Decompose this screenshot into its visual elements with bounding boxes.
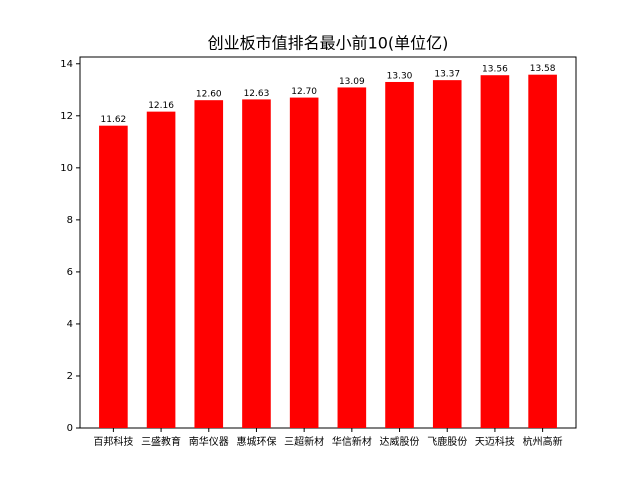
value-label: 13.30 [387,71,413,81]
bar [528,74,557,429]
y-tick-label: 14 [60,59,73,70]
bar [242,99,271,428]
bar [480,75,510,428]
x-tick-label: 三盛教育 [141,435,181,448]
y-tick-label: 2 [67,371,73,382]
y-tick-label: 12 [60,111,73,122]
y-tick-label: 0 [67,423,73,434]
x-tick-label: 天迈科技 [475,435,515,448]
bar [146,111,176,428]
x-tick-label: 南华仪器 [189,435,229,448]
value-label: 11.62 [101,115,127,125]
x-tick-label: 达威股份 [380,435,420,448]
x-tick-label: 百邦科技 [93,435,133,448]
bar [99,125,128,428]
y-tick-label: 8 [67,215,73,226]
y-tick-label: 4 [67,319,73,330]
y-tick-label: 6 [67,267,73,278]
value-label: 12.70 [291,87,317,97]
plot-frame [79,56,577,429]
y-tick-label: 10 [60,163,73,174]
x-tick-label: 杭州高新 [523,435,563,448]
bar [337,87,367,428]
x-tick-label: 三超新材 [284,435,324,448]
value-label: 13.09 [339,77,365,87]
value-label: 13.37 [434,70,460,80]
x-tick-label: 飞鹿股份 [427,435,467,448]
value-label: 13.56 [482,65,508,75]
bar [289,97,319,429]
chart-title: 创业板市值排名最小前10(单位亿) [208,34,449,53]
value-label: 12.63 [244,89,270,99]
bar [432,80,462,429]
bar [385,81,414,428]
value-label: 13.58 [530,64,556,74]
value-label: 12.60 [196,90,222,100]
x-tick-label: 华信新材 [332,435,372,448]
x-tick-label: 惠城环保 [236,435,276,448]
value-label: 12.16 [148,101,174,111]
bar [194,100,224,429]
